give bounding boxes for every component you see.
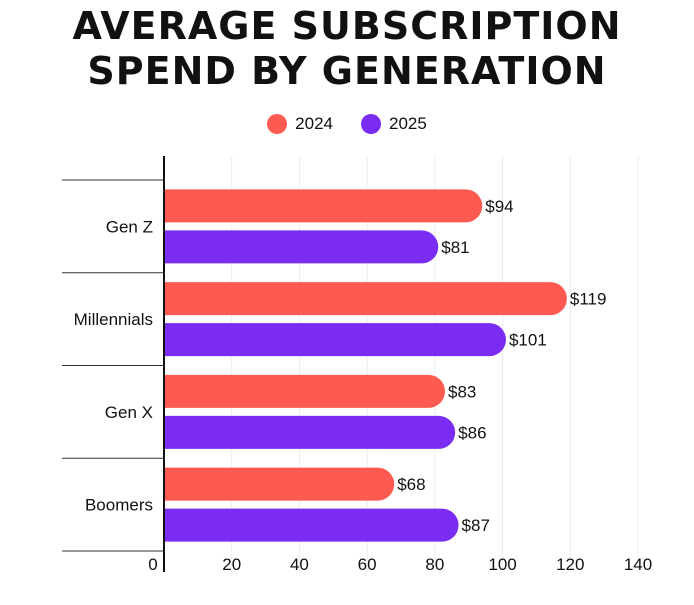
legend-swatch-2025 [361,114,381,134]
x-tick-label-80: 80 [425,555,444,574]
legend-label-2024: 2024 [295,114,333,133]
data-label-2025-millennials: $101 [509,331,547,350]
bar-2024-gen-x [164,374,446,408]
data-label-2024-gen-z: $94 [485,197,513,216]
x-tick-label-120: 120 [556,555,584,574]
legend-swatch-2024 [267,114,288,134]
data-label-2024-boomers: $68 [397,475,425,494]
x-tick-label-0: 0 [148,555,157,574]
bar-2024-gen-z [164,189,483,223]
category-label-millennials: Millennials [74,310,153,329]
category-label-boomers: Boomers [85,496,153,515]
chart-title-line-2: SPEND BY GENERATION [87,49,607,93]
bar-2025-boomers [164,508,459,542]
category-label-gen-z: Gen Z [106,217,153,236]
x-tick-label-140: 140 [624,555,652,574]
x-tick-label-40: 40 [290,555,309,574]
bar-2025-gen-x [164,415,456,449]
category-label-gen-x: Gen X [105,403,153,422]
x-tick-label-100: 100 [488,555,516,574]
data-label-2024-millennials: $119 [570,290,607,309]
chart-legend: 2024 2025 [0,110,694,138]
legend-item-2025: 2025 [361,114,427,134]
data-label-2025-boomers: $87 [462,516,490,535]
bar-2024-millennials [164,282,567,316]
legend-item-2024: 2024 [267,114,333,134]
data-label-2025-gen-x: $86 [458,423,486,442]
x-tick-label-20: 20 [222,555,241,574]
data-label-2025-gen-z: $81 [441,238,469,257]
bar-2025-gen-z [164,230,439,264]
chart-title-line-1: AVERAGE SUBSCRIPTION [72,4,622,48]
x-tick-label-60: 60 [358,555,377,574]
data-label-2024-gen-x: $83 [448,382,476,401]
chart-title: AVERAGE SUBSCRIPTION SPEND BY GENERATION [0,4,694,94]
legend-label-2025: 2025 [389,114,427,133]
bar-2024-boomers [164,467,395,501]
bar-2025-millennials [164,323,506,357]
